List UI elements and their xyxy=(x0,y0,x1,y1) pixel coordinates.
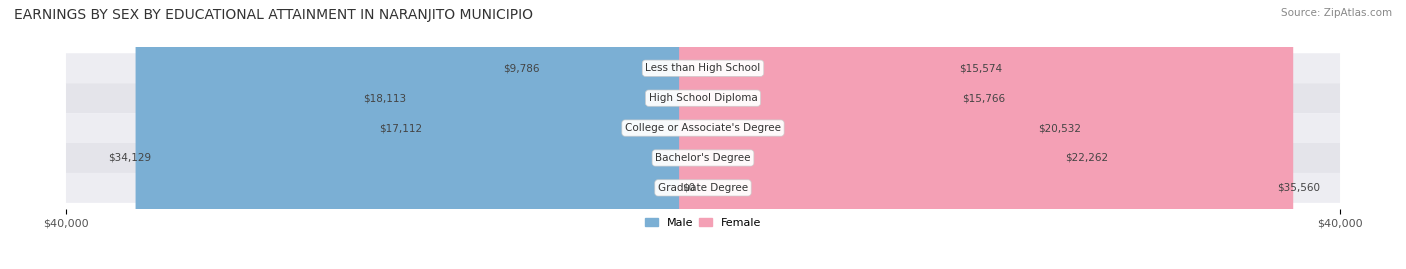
Text: $15,574: $15,574 xyxy=(959,63,1002,73)
FancyBboxPatch shape xyxy=(679,0,1294,269)
Text: $9,786: $9,786 xyxy=(503,63,538,73)
Text: Graduate Degree: Graduate Degree xyxy=(658,183,748,193)
Text: Bachelor's Degree: Bachelor's Degree xyxy=(655,153,751,163)
FancyBboxPatch shape xyxy=(66,173,1340,203)
FancyBboxPatch shape xyxy=(679,0,1081,269)
Text: $35,560: $35,560 xyxy=(1277,183,1320,193)
Text: $34,129: $34,129 xyxy=(108,153,152,163)
FancyBboxPatch shape xyxy=(66,113,1340,143)
FancyBboxPatch shape xyxy=(66,53,1340,83)
Text: $22,262: $22,262 xyxy=(1066,153,1108,163)
Text: $18,113: $18,113 xyxy=(363,93,406,103)
Text: Less than High School: Less than High School xyxy=(645,63,761,73)
FancyBboxPatch shape xyxy=(679,0,1054,269)
Legend: Male, Female: Male, Female xyxy=(640,213,766,232)
FancyBboxPatch shape xyxy=(523,0,727,269)
Text: Source: ZipAtlas.com: Source: ZipAtlas.com xyxy=(1281,8,1392,18)
FancyBboxPatch shape xyxy=(679,0,727,269)
FancyBboxPatch shape xyxy=(66,83,1340,113)
FancyBboxPatch shape xyxy=(679,0,974,269)
Text: High School Diploma: High School Diploma xyxy=(648,93,758,103)
Text: $15,766: $15,766 xyxy=(962,93,1005,103)
FancyBboxPatch shape xyxy=(66,143,1340,173)
FancyBboxPatch shape xyxy=(679,0,979,269)
Text: $20,532: $20,532 xyxy=(1038,123,1081,133)
FancyBboxPatch shape xyxy=(135,0,727,269)
FancyBboxPatch shape xyxy=(406,0,727,269)
Text: $17,112: $17,112 xyxy=(380,123,423,133)
FancyBboxPatch shape xyxy=(391,0,727,269)
Text: College or Associate's Degree: College or Associate's Degree xyxy=(626,123,780,133)
Text: EARNINGS BY SEX BY EDUCATIONAL ATTAINMENT IN NARANJITO MUNICIPIO: EARNINGS BY SEX BY EDUCATIONAL ATTAINMEN… xyxy=(14,8,533,22)
Text: $0: $0 xyxy=(682,183,695,193)
